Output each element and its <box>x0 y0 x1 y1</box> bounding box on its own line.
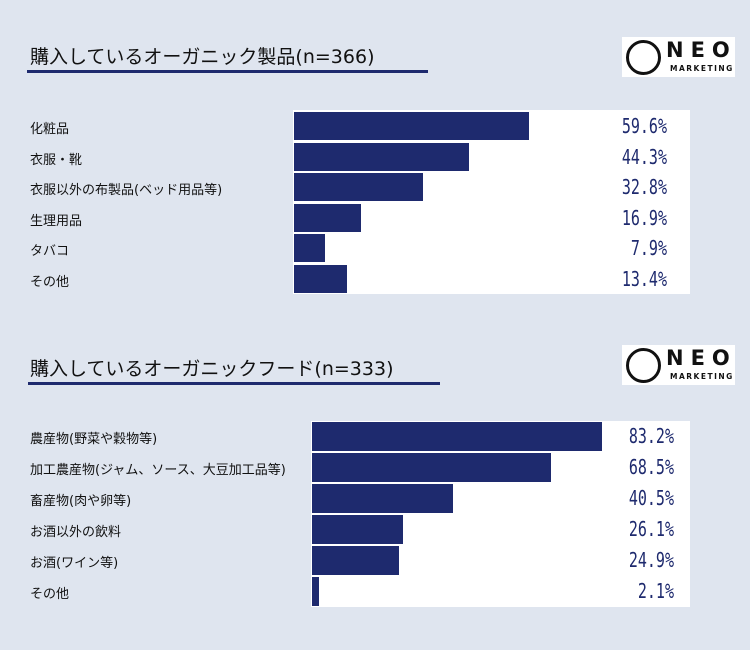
category-label: 農産物(野菜や穀物等) <box>30 432 158 447</box>
bar <box>312 453 552 482</box>
value-label: 83.2% <box>628 424 674 448</box>
bar <box>294 142 469 171</box>
value-label: 44.3% <box>621 144 667 169</box>
category-label: 生理用品 <box>30 213 83 229</box>
value-label: 13.4% <box>621 266 667 291</box>
value-label: 59.6% <box>621 114 667 138</box>
bar <box>294 264 347 293</box>
bar <box>312 546 399 575</box>
plot-area <box>293 110 690 294</box>
bar <box>312 577 320 606</box>
logo-text: NEO <box>666 346 737 370</box>
category-label: お酒以外の飲料 <box>30 525 122 540</box>
value-label: 26.1% <box>628 517 674 541</box>
bar <box>294 203 361 232</box>
plot-area <box>311 421 690 607</box>
category-label: タバコ <box>30 244 70 259</box>
logo-text: NEO <box>666 38 737 62</box>
logo-circle-icon <box>626 348 661 383</box>
logo-circle-icon <box>626 40 661 75</box>
value-label: 68.5% <box>628 455 674 479</box>
category-label: 化粧品 <box>30 122 70 137</box>
title-underline <box>28 382 440 385</box>
bar <box>312 484 454 513</box>
category-label: その他 <box>30 587 70 602</box>
category-label: その他 <box>30 274 70 290</box>
neo-marketing-logo: NEO MARKETING <box>622 37 735 77</box>
bar <box>294 112 529 140</box>
value-label: 40.5% <box>628 486 674 510</box>
category-label: 畜産物(肉や卵等) <box>30 494 132 509</box>
bar <box>312 515 404 544</box>
bar <box>312 422 603 451</box>
value-label: 2.1% <box>637 579 674 603</box>
category-label: 加工農産物(ジャム、ソース、大豆加工品等) <box>30 463 286 478</box>
title-underline <box>27 70 428 73</box>
chart-title: 購入しているオーガニックフード(n=333) <box>30 358 394 380</box>
category-label: 衣服以外の布製品(ベッド用品等) <box>30 183 223 198</box>
category-label: お酒(ワイン等) <box>30 556 119 571</box>
bar <box>294 173 424 201</box>
logo-subtext: MARKETING <box>670 372 734 381</box>
value-label: 32.8% <box>621 175 667 199</box>
category-label: 衣服・靴 <box>30 152 83 168</box>
bar <box>294 234 326 262</box>
value-label: 7.9% <box>630 236 667 260</box>
neo-marketing-logo: NEO MARKETING <box>622 345 735 385</box>
value-label: 24.9% <box>628 548 674 572</box>
chart-title: 購入しているオーガニック製品(n=366) <box>30 46 375 68</box>
value-label: 16.9% <box>621 205 667 230</box>
logo-subtext: MARKETING <box>670 64 734 73</box>
